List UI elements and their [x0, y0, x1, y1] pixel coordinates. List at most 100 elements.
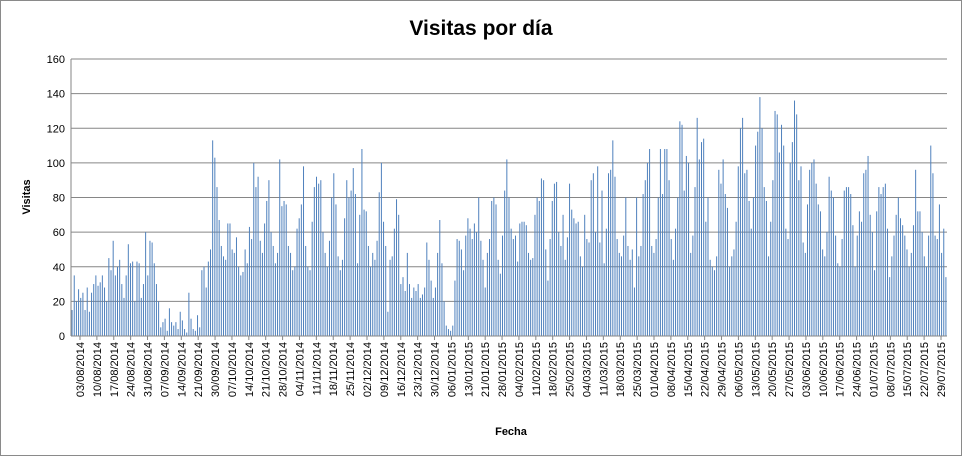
bar [476, 232, 478, 337]
bar [616, 239, 618, 336]
bar [525, 225, 527, 336]
bar [413, 287, 415, 336]
bar [659, 149, 661, 336]
bar [387, 311, 389, 336]
bar [421, 294, 423, 336]
bar [499, 273, 501, 336]
bar [378, 192, 380, 336]
bar [216, 187, 218, 336]
bar [575, 223, 577, 336]
bar [432, 297, 434, 336]
bar [755, 145, 757, 336]
bar [633, 287, 635, 336]
bar [400, 284, 402, 336]
bar [359, 214, 361, 336]
bar [341, 259, 343, 336]
bar [592, 173, 594, 336]
bar [917, 211, 919, 336]
x-tick-label: 02/12/2014 [362, 342, 374, 397]
bar [625, 197, 627, 336]
bar [447, 329, 449, 336]
bar [344, 218, 346, 336]
bar [119, 259, 121, 336]
bar [843, 190, 845, 336]
bar [558, 232, 560, 337]
bar [549, 239, 551, 336]
bar [906, 249, 908, 336]
bar [722, 159, 724, 336]
x-tick-label: 24/08/2014 [126, 342, 138, 397]
bar [521, 221, 523, 336]
x-tick-label: 25/11/2014 [345, 342, 357, 396]
bar [324, 252, 326, 336]
bar [560, 245, 562, 336]
bar [670, 239, 672, 336]
bar [543, 180, 545, 336]
x-tick-label: 14/09/2014 [176, 342, 188, 397]
bar [274, 263, 276, 336]
bar [361, 149, 363, 336]
bar [685, 155, 687, 336]
bar [75, 301, 77, 337]
bar [112, 240, 114, 336]
bar [519, 223, 521, 336]
bar [443, 301, 445, 337]
y-tick-label: 20 [53, 296, 65, 308]
bar [759, 97, 761, 336]
bar [579, 256, 581, 336]
bar [393, 228, 395, 336]
bar [439, 220, 441, 336]
bar [458, 240, 460, 336]
bar [318, 183, 320, 336]
bar [411, 297, 413, 336]
bar [101, 275, 103, 336]
bar [486, 252, 488, 336]
bar [737, 166, 739, 336]
bar [534, 214, 536, 336]
bar [698, 159, 700, 336]
bar [757, 131, 759, 336]
bar [337, 256, 339, 336]
bar [791, 142, 793, 336]
x-tick-label: 18/11/2014 [328, 342, 340, 396]
bar [908, 266, 910, 336]
bar [562, 214, 564, 336]
bar [610, 169, 612, 336]
x-tick-label: 13/05/2015 [750, 342, 762, 397]
bar [854, 266, 856, 336]
bar [272, 245, 274, 336]
bar [158, 301, 160, 337]
bar [218, 220, 220, 336]
bar [545, 249, 547, 336]
bar [417, 284, 419, 336]
bar [746, 169, 748, 336]
bar [132, 261, 134, 336]
bar [80, 297, 82, 336]
bar [514, 235, 516, 336]
x-tick-label: 25/02/2015 [565, 342, 577, 397]
bar [372, 252, 374, 336]
bar [300, 204, 302, 336]
bar [99, 282, 101, 336]
bar [690, 252, 692, 336]
bar [938, 204, 940, 336]
bar [921, 232, 923, 337]
bar [235, 237, 237, 336]
bar [424, 287, 426, 336]
y-tick-label: 80 [53, 193, 65, 205]
x-tick-label: 01/04/2015 [649, 342, 661, 397]
bar [858, 211, 860, 336]
bar [484, 287, 486, 336]
bar [614, 176, 616, 336]
bar [467, 218, 469, 336]
bar [127, 244, 129, 336]
bar [582, 266, 584, 336]
bar [389, 259, 391, 336]
bar [238, 266, 240, 336]
bar [815, 183, 817, 336]
bar [848, 187, 850, 336]
bar [804, 252, 806, 336]
bar [828, 176, 830, 336]
y-tick-label: 40 [53, 262, 65, 274]
bar [677, 197, 679, 336]
